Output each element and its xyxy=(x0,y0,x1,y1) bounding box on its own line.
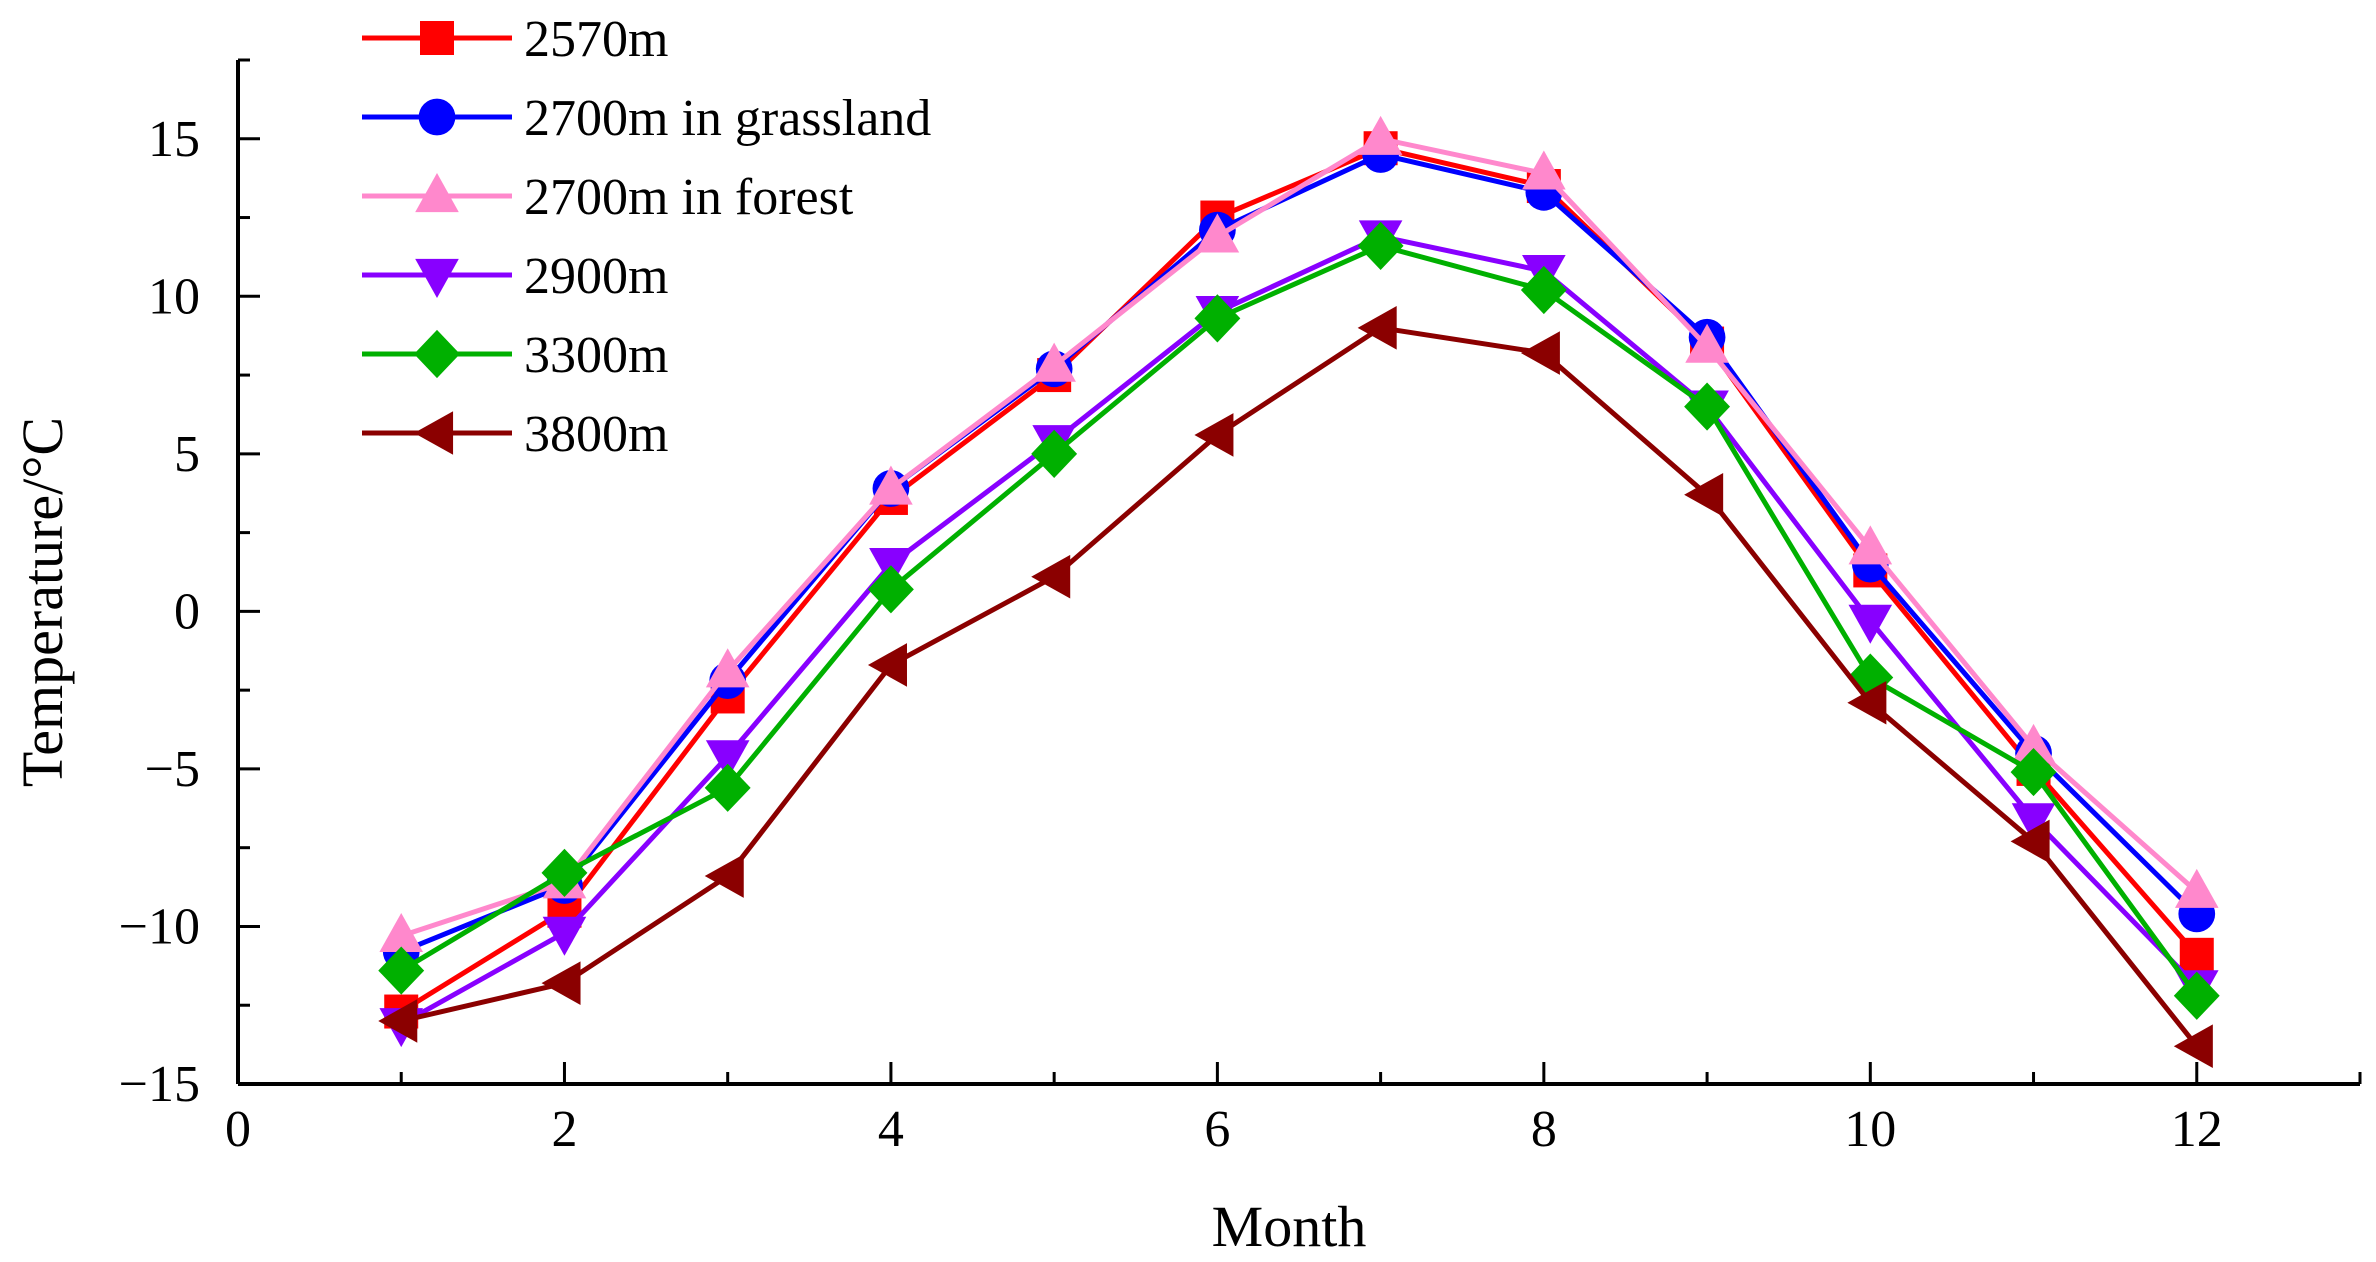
data-point xyxy=(2011,723,2056,763)
legend-marker xyxy=(415,258,459,298)
data-point xyxy=(2011,803,2056,843)
axes: 0 2 4 6 8 10 12 −15 −10 −5 0 5 10 15 xyxy=(119,58,2362,1158)
legend: 2570m 2700m in grassland 2700m in forest 29… xyxy=(362,11,931,463)
data-point xyxy=(1357,306,1397,350)
data-point xyxy=(378,999,418,1043)
data-point xyxy=(378,946,425,995)
x-tick-label: 4 xyxy=(878,1101,904,1158)
y-tick-label: −5 xyxy=(145,741,200,798)
legend-marker xyxy=(414,411,454,455)
data-point xyxy=(542,916,587,956)
series-line xyxy=(400,325,2199,1048)
series-2700m-in-forest xyxy=(379,115,2219,952)
y-tick-label: −10 xyxy=(119,898,200,955)
data-point xyxy=(1522,150,1566,190)
data-point xyxy=(1848,604,1893,644)
y-tick-label: 10 xyxy=(148,268,200,325)
legend-label: 2570m xyxy=(524,11,668,68)
x-tick-label: 12 xyxy=(2171,1101,2223,1158)
data-point xyxy=(1684,473,1724,517)
data-point xyxy=(1194,413,1234,457)
y-tick-label: 0 xyxy=(174,583,200,640)
series-line xyxy=(400,151,2199,954)
legend-item: 3800m xyxy=(362,406,668,463)
legend-label: 2900m xyxy=(524,248,668,305)
legend-item: 3300m xyxy=(362,327,668,384)
data-point xyxy=(1195,213,1240,253)
data-point xyxy=(1847,680,1887,725)
data-point xyxy=(1031,429,1078,478)
data-point xyxy=(541,848,588,897)
y-tick-label: −15 xyxy=(119,1056,200,1113)
data-point xyxy=(1358,115,1403,155)
data-point xyxy=(704,763,751,812)
data-point xyxy=(541,961,581,1005)
data-point xyxy=(2173,1024,2213,1068)
legend-marker xyxy=(418,98,456,136)
series-3300m xyxy=(378,221,2220,1020)
data-point xyxy=(2174,868,2219,908)
x-axis-title: Month xyxy=(1212,1194,1367,1259)
series-line xyxy=(400,233,2199,1027)
data-point xyxy=(1357,221,1404,270)
series-line xyxy=(399,145,2199,1014)
x-tick-label: 2 xyxy=(551,1101,577,1158)
data-point xyxy=(379,912,424,952)
legend-item: 2570m xyxy=(362,11,668,68)
y-axis-title: Temperature/°C xyxy=(10,417,75,787)
data-point xyxy=(1031,554,1071,599)
legend-label: 2700m in grassland xyxy=(524,90,931,147)
data-point xyxy=(867,643,907,687)
legend-marker xyxy=(415,173,459,213)
legend-marker xyxy=(420,21,454,55)
data-point xyxy=(2173,971,2220,1020)
data-point xyxy=(2010,819,2050,864)
series-3800m xyxy=(378,306,2213,1068)
y-tick-label: 15 xyxy=(148,111,200,168)
legend-label: 2700m in forest xyxy=(524,169,854,226)
data-point xyxy=(1032,342,1076,382)
data-point xyxy=(1848,525,1893,565)
data-point xyxy=(1685,323,1729,363)
data-point xyxy=(1194,294,1241,343)
data-point xyxy=(1684,382,1731,431)
data-point xyxy=(2179,937,2214,972)
data-point xyxy=(704,854,744,898)
legend-label: 3800m xyxy=(524,406,668,463)
x-tick-label: 0 xyxy=(225,1101,251,1158)
data-point xyxy=(869,465,913,505)
legend-label: 3300m xyxy=(524,327,668,384)
data-point xyxy=(1520,331,1560,375)
data-point xyxy=(867,565,914,614)
legend-item: 2900m xyxy=(362,248,668,305)
data-point xyxy=(1520,265,1567,315)
data-point xyxy=(705,648,750,688)
data-point xyxy=(2010,747,2057,797)
x-tick-label: 6 xyxy=(1204,1101,1230,1158)
legend-item: 2700m in forest xyxy=(362,169,854,226)
legend-item: 2700m in grassland xyxy=(362,90,931,147)
legend-marker xyxy=(414,329,460,379)
series-line xyxy=(399,243,2199,998)
data-point xyxy=(705,740,750,780)
series-line xyxy=(400,136,2199,939)
series-group xyxy=(378,115,2220,1068)
x-tick-label: 8 xyxy=(1531,1101,1557,1158)
y-tick-label: 5 xyxy=(174,426,200,483)
x-tick-label: 10 xyxy=(1844,1101,1896,1158)
